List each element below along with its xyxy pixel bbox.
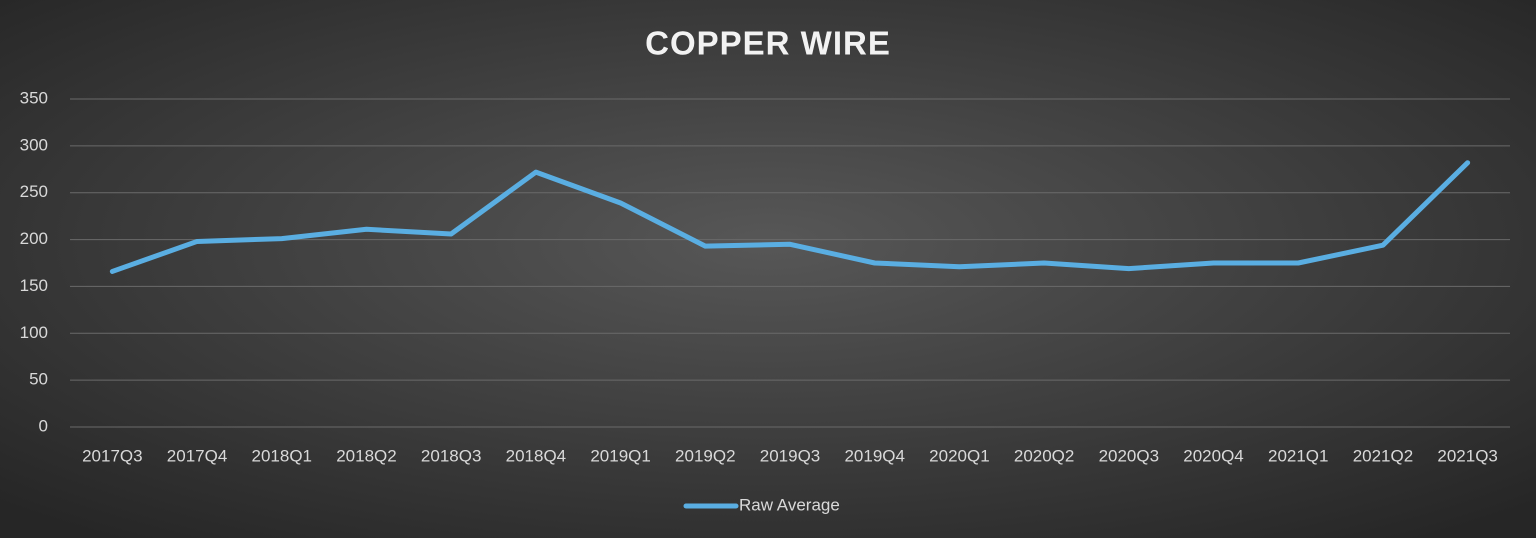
x-tick-label: 2019Q3 <box>760 446 821 465</box>
x-tick-label: 2017Q3 <box>82 446 143 465</box>
x-tick-label: 2018Q4 <box>506 446 567 465</box>
x-tick-label: 2021Q2 <box>1353 446 1414 465</box>
line-series <box>109 160 1471 274</box>
x-tick-label: 2021Q1 <box>1268 446 1329 465</box>
x-tick-label: 2018Q3 <box>421 446 482 465</box>
x-tick-label: 2020Q3 <box>1099 446 1160 465</box>
y-tick-label: 300 <box>20 135 48 154</box>
x-tick-label: 2018Q1 <box>252 446 313 465</box>
y-tick-label: 200 <box>20 229 48 248</box>
y-tick-label: 150 <box>20 276 48 295</box>
x-tick-label: 2017Q4 <box>167 446 228 465</box>
legend-label: Raw Average <box>739 495 840 514</box>
x-tick-label: 2018Q2 <box>336 446 397 465</box>
y-tick-label: 100 <box>20 323 48 342</box>
chart-title: COPPER WIRE <box>645 25 891 62</box>
y-tick-label: 350 <box>20 88 48 107</box>
x-tick-label: 2020Q4 <box>1183 446 1244 465</box>
y-tick-label: 250 <box>20 182 48 201</box>
x-tick-label: 2019Q2 <box>675 446 736 465</box>
y-tick-label: 0 <box>39 416 48 435</box>
y-tick-label: 50 <box>29 370 48 389</box>
x-tick-label: 2019Q4 <box>844 446 905 465</box>
x-tick-label: 2020Q2 <box>1014 446 1075 465</box>
x-tick-label: 2021Q3 <box>1437 446 1498 465</box>
x-tick-label: 2019Q1 <box>590 446 651 465</box>
x-tick-label: 2020Q1 <box>929 446 990 465</box>
